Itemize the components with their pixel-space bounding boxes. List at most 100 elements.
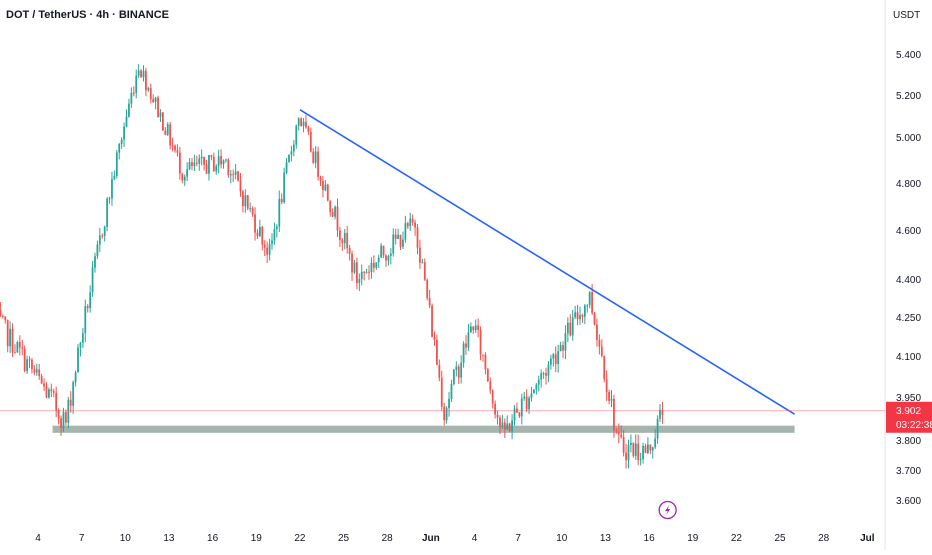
candle-body [0, 310, 2, 317]
candle-body [557, 351, 560, 364]
candle-body [455, 366, 458, 370]
candle-body [372, 262, 375, 268]
y-tick-label: 5.400 [896, 50, 921, 61]
candle-body [103, 226, 106, 236]
candle-body [288, 154, 290, 163]
candle-body [634, 443, 637, 456]
candle-body [145, 70, 147, 91]
candle-body [394, 234, 397, 239]
candle-body [69, 399, 72, 406]
candle-body [222, 160, 225, 165]
candle-body [598, 339, 601, 347]
x-tick-label: 4 [472, 533, 478, 544]
candle-body [48, 389, 50, 398]
candle-body [319, 176, 322, 181]
candle-body [462, 343, 465, 363]
candle-body [472, 326, 475, 331]
candle-body [18, 341, 21, 348]
candle-body [513, 408, 516, 421]
candle-body [368, 271, 370, 273]
x-tick-label: 7 [515, 533, 521, 544]
candle-body [40, 376, 43, 384]
candle-body [154, 97, 157, 103]
x-tick-label: 19 [687, 533, 699, 544]
candle-body [312, 151, 315, 163]
candle-body [581, 315, 584, 317]
y-tick-label: 3.800 [896, 436, 921, 447]
candle-body [336, 206, 339, 231]
candle-body [246, 195, 249, 209]
candle-body [654, 438, 657, 448]
candle-body [135, 75, 138, 93]
candle-body [4, 316, 7, 321]
candle-body [421, 262, 424, 264]
candle-body [409, 218, 412, 227]
candle-body [239, 180, 242, 192]
x-tick-label: 19 [251, 533, 263, 544]
candle-body [370, 262, 373, 273]
candle-body [617, 431, 620, 435]
candle-body [271, 240, 273, 245]
candle-body [627, 445, 630, 461]
candle-body [661, 409, 664, 415]
candle-body [583, 305, 586, 317]
y-tick-label: 5.000 [896, 133, 921, 144]
candle-body [358, 279, 361, 284]
currency-label: USDT [893, 10, 921, 21]
candle-body [79, 342, 82, 348]
candle-body [389, 253, 392, 256]
candle-body [215, 165, 218, 172]
candle-body [132, 92, 135, 94]
candle-body [549, 358, 552, 365]
candle-body [205, 164, 208, 174]
x-tick-label: Jul [860, 533, 875, 544]
x-tick-label: 25 [338, 533, 350, 544]
candle-body [249, 208, 252, 210]
candle-body [193, 162, 196, 166]
candle-body [622, 437, 625, 453]
candle-body [537, 379, 540, 385]
candle-body [588, 292, 591, 306]
y-tick-label: 4.400 [896, 275, 921, 286]
x-tick-label: 13 [600, 533, 612, 544]
candle-body [353, 262, 356, 273]
candle-body [35, 369, 38, 373]
candle-body [21, 347, 24, 349]
candle-body [297, 118, 300, 126]
candle-body [414, 222, 416, 228]
candle-body [208, 155, 210, 174]
candle-body [283, 172, 286, 203]
candle-body [603, 356, 606, 380]
candle-body [300, 118, 303, 126]
candle-body [637, 443, 640, 461]
candle-body [229, 174, 232, 176]
candle-body [273, 228, 276, 241]
candle-body [166, 124, 169, 135]
x-tick-label: Jun [422, 533, 440, 544]
candle-body [101, 235, 104, 237]
candle-body [576, 312, 579, 320]
y-tick-label: 3.950 [896, 393, 921, 404]
candle-body [632, 443, 635, 456]
candle-body [402, 239, 404, 247]
x-tick-label: 16 [207, 533, 219, 544]
candle-body [518, 412, 521, 417]
candle-body [203, 156, 206, 165]
candle-body [477, 325, 480, 330]
candle-body [268, 244, 271, 255]
candle-body [217, 156, 220, 166]
candle-body [1, 316, 4, 318]
candle-body [392, 234, 395, 254]
candle-body [50, 389, 53, 392]
x-tick-label: 13 [163, 533, 175, 544]
y-tick-label: 4.800 [896, 179, 921, 190]
candle-body [292, 144, 295, 152]
candle-body [149, 88, 152, 100]
candle-body [280, 198, 283, 203]
candle-body [533, 389, 535, 394]
candle-body [554, 354, 557, 364]
candle-body [530, 393, 533, 398]
x-tick-label: 28 [818, 533, 830, 544]
